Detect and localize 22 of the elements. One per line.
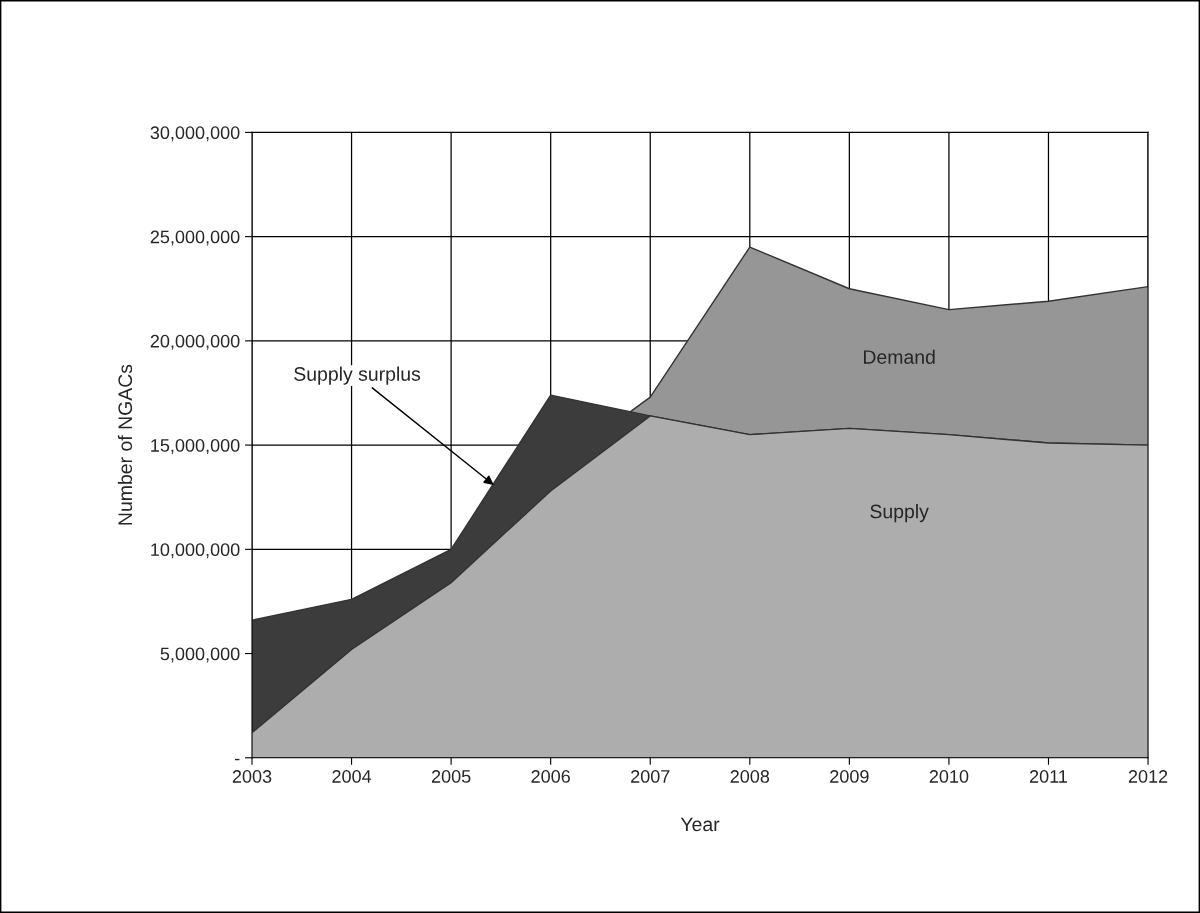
y-tick-label: 10,000,000 [151,543,240,559]
y-tick-label: 30,000,000 [150,126,240,142]
x-tick-label: 2010 [929,770,969,783]
x-tick-label: 2011 [1029,770,1068,783]
x-tick-label: 2009 [830,770,869,783]
x-tick-label: 2003 [232,770,272,783]
y-axis-title: Number of NGACs [117,364,133,525]
series-label: Demand [863,349,935,364]
x-tick-label: 2008 [730,770,770,783]
x-tick-label: 2007 [631,770,670,783]
x-tick-label: 2004 [332,770,372,783]
y-tick-label: 20,000,000 [150,334,240,350]
x-tick-label: 2005 [431,770,471,783]
y-tick-label: 25,000,000 [150,230,240,246]
y-tick-label: 15,000,000 [151,439,240,454]
annotation: Supply surplus [294,366,421,385]
series-label: Supply [870,504,929,523]
x-tick-label: 2006 [531,770,570,783]
x-tick-label: 2012 [1128,770,1168,783]
x-axis-title: Year [680,817,720,832]
y-tick-label: - [234,758,240,761]
y-tick-label: 5,000,000 [160,647,240,663]
